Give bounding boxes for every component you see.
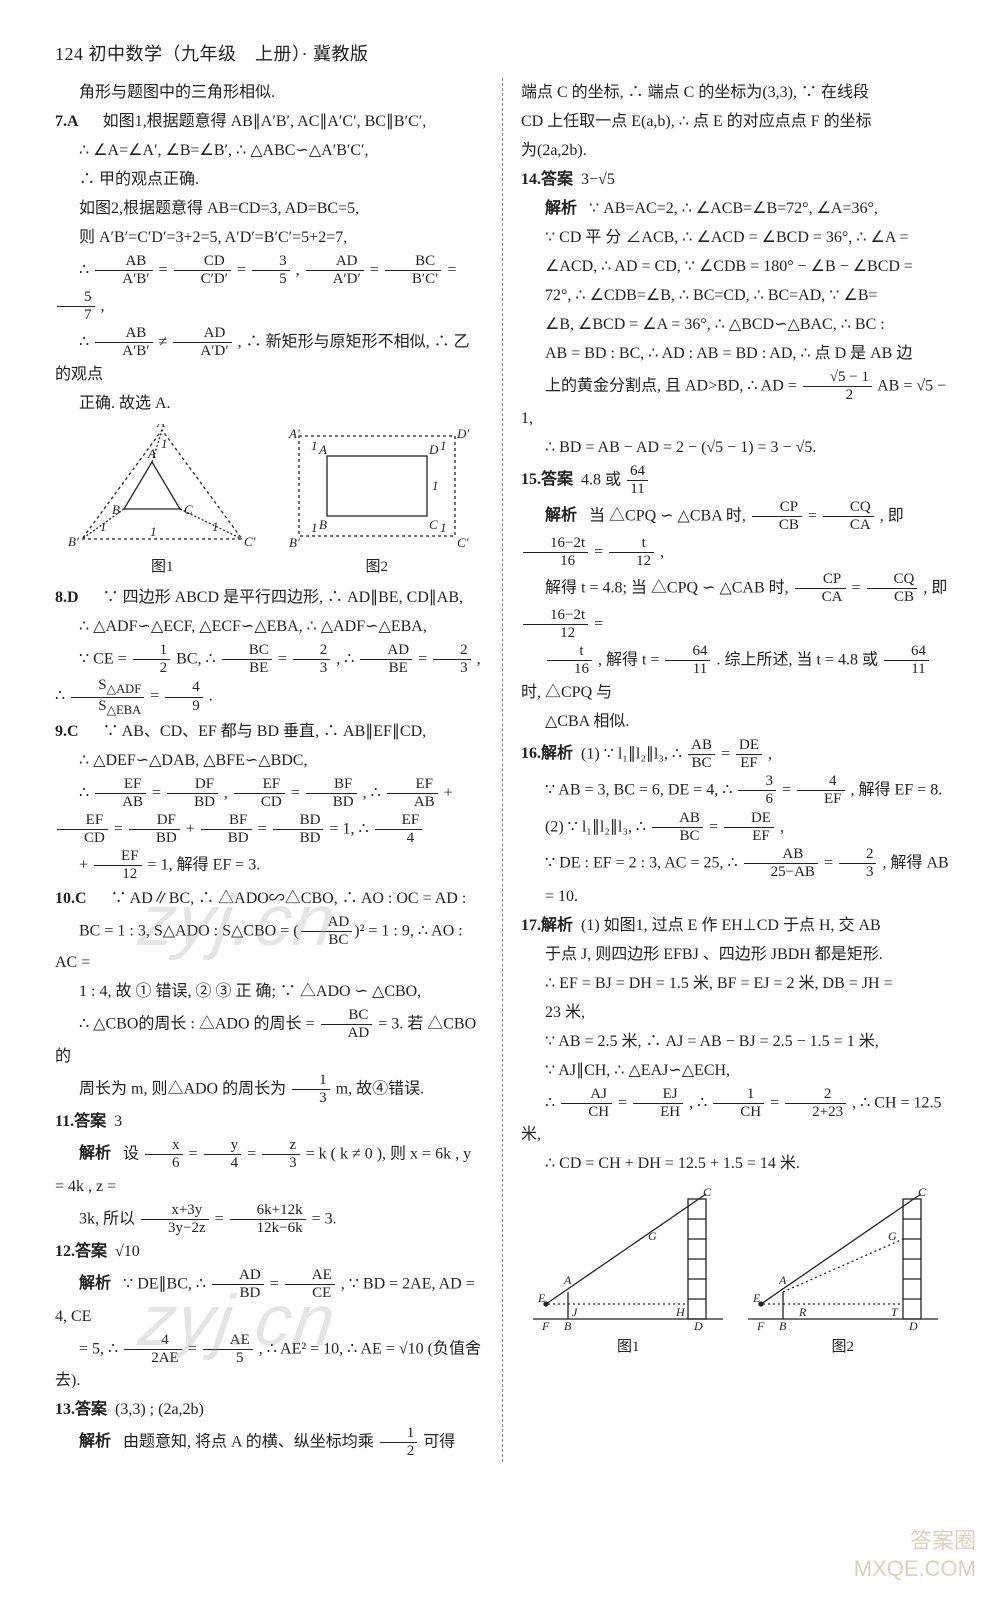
i7-l8: 正确. 故选 A.: [55, 390, 484, 418]
left-column: 角形与题图中的三角形相似. 7.A 如图1,根据题意得 AB∥A′B′, AC∥…: [55, 78, 502, 1462]
figure-1: A′ A B C B′ C′ 1 1 1 1 图1: [62, 424, 262, 580]
i15-l2: 解得 t = 4.8; 当 △CPQ ∽ △CAB 时, CPCA = CQCB…: [521, 571, 950, 642]
svg-text:D′: D′: [456, 426, 469, 441]
i9-l3: ∴ EFAB = DFBD , EFCD = BFBD , ∴ EFAB + E…: [55, 776, 484, 847]
svg-text:D: D: [908, 1319, 918, 1333]
svg-text:1: 1: [432, 478, 439, 493]
i14-l7: 上的黄金分割点, 且 AD>BD, ∴ AD = √5 − 12 AB = √5…: [521, 369, 950, 433]
figure-2: A′ D′ B′ C′ A D B C 1 1 1 1 1: [277, 424, 477, 580]
figure-row-2: C G A E J H F B D 图1: [521, 1184, 950, 1360]
figure-r1: C G A E J H F B D 图1: [528, 1184, 728, 1360]
svg-text:E: E: [537, 1291, 546, 1305]
item-11: 11.答案 3: [55, 1108, 484, 1136]
i15-l3: t16 , 解得 t = 6411 . 综上所述, 当 t = 4.8 或 64…: [521, 643, 950, 707]
item-10: 10.C ∵ AD∥BC, ∴ △ADO∽△CBO, ∴ AO : OC = A…: [55, 885, 484, 913]
svg-text:F: F: [756, 1319, 765, 1333]
svg-text:1: 1: [311, 438, 318, 453]
svg-text:C: C: [703, 1185, 712, 1199]
i7-l5: 则 A′B′=C′D′=3+2=5, A′D′=B′C′=5+2=7,: [55, 224, 484, 252]
columns: 角形与题图中的三角形相似. 7.A 如图1,根据题意得 AB∥A′B′, AC∥…: [55, 78, 950, 1462]
rectangle-icon: A′ D′ B′ C′ A D B C 1 1 1 1 1: [277, 424, 477, 554]
i13-e: 解析 由题意知, 将点 A 的横、纵坐标均乘 12 可得: [55, 1425, 484, 1461]
i7-l7: ∴ ABA′B′ ≠ ADA′D′ , ∴ 新矩形与原矩形不相似, ∴ 乙的观点: [55, 325, 484, 389]
item-17: 17.解析 (1) 如图1, 过点 E 作 EH⊥CD 于点 H, 交 AB: [521, 912, 950, 940]
i16-l2: ∵ AB = 3, BC = 6, DE = 4, ∴ 36 = 4EF , 解…: [521, 773, 950, 809]
svg-text:E: E: [752, 1291, 761, 1305]
svg-text:H: H: [675, 1305, 686, 1319]
i10-l4: ∴ △CBO的周长 : △ADO 的周长 = BCAD = 3. 若 △CBO …: [55, 1007, 484, 1071]
item-7: 7.A 如图1,根据题意得 AB∥A′B′, AC∥A′C′, BC∥B′C′,: [55, 108, 484, 136]
svg-text:A: A: [147, 446, 156, 461]
svg-text:D: D: [428, 442, 439, 457]
i12-e2: = 5, ∴ 42AE = AE5 , ∴ AE² = 10, ∴ AE = √…: [55, 1332, 484, 1396]
fig1-caption: 图1: [62, 554, 262, 580]
i17-l7: ∴ AJCH = EJEH , ∴ 1CH = 22+23 , ∴ CH = 1…: [521, 1086, 950, 1150]
svg-text:C: C: [429, 517, 438, 532]
i16-l3: (2) ∵ l₁∥l₂∥l₃, ∴ ABBC = DEEF ,: [521, 810, 950, 846]
page: 124 初中数学（九年级 上册）· 冀教版 角形与题图中的三角形相似. 7.A …: [0, 0, 1000, 1600]
i10-l5: 周长为 m, 则△ADO 的周长为 13 m, 故④错误.: [55, 1072, 484, 1108]
svg-text:1: 1: [100, 519, 107, 534]
triangle-icon: A′ A B C B′ C′ 1 1 1 1: [62, 424, 262, 554]
svg-text:D: D: [693, 1319, 703, 1333]
svg-text:C′: C′: [244, 534, 256, 549]
item-14: 14.答案 3−√5: [521, 166, 950, 194]
item-16: 16.解析 (1) ∵ l₁∥l₂∥l₃, ∴ ABBC = DEEF ,: [521, 737, 950, 773]
i9-l4: + EF12 = 1, 解得 EF = 3.: [55, 848, 484, 884]
i10-l2: BC = 1 : 3, S△ADO : S△CBO = (ADBC)² = 1 …: [55, 914, 484, 978]
item-9: 9.C ∵ AB、CD、EF 都与 BD 垂直, ∴ AB∥EF∥CD,: [55, 718, 484, 746]
svg-text:A: A: [778, 1273, 787, 1287]
item-13: 13.答案 (3,3) ; (2a,2b): [55, 1396, 484, 1424]
svg-text:B: B: [779, 1319, 787, 1333]
i7-l6: ∴ ABA′B′ = CDC′D′ = 35 , ADA′D′ = BCB′C′…: [55, 253, 484, 324]
item-12: 12.答案 √10: [55, 1238, 484, 1266]
fig2-caption: 图2: [277, 554, 477, 580]
svg-text:B: B: [319, 517, 327, 532]
corner-brand: 答案圈 MXQE.COM: [854, 1527, 976, 1582]
svg-text:B: B: [112, 502, 120, 517]
i11-e2: 3k, 所以 x+3y3y−2z = 6k+12k12k−6k = 3.: [55, 1202, 484, 1238]
svg-text:C: C: [184, 502, 193, 517]
i7-l3: ∴ 甲的观点正确.: [55, 166, 484, 194]
svg-text:G: G: [888, 1229, 897, 1243]
svg-text:G: G: [648, 1229, 657, 1243]
svg-text:C: C: [918, 1185, 927, 1199]
svg-text:R: R: [798, 1305, 807, 1319]
svg-text:A: A: [318, 442, 327, 457]
figure-row-1: A′ A B C B′ C′ 1 1 1 1 图1: [55, 424, 484, 580]
svg-text:1: 1: [150, 524, 157, 539]
item-15: 15.答案 4.8 或 6411: [521, 463, 950, 499]
pre-7: 角形与题图中的三角形相似.: [55, 79, 484, 107]
i7-l1: 如图1,根据题意得 AB∥A′B′, AC∥A′C′, BC∥B′C′,: [87, 113, 427, 130]
svg-text:1: 1: [440, 520, 447, 535]
item-7-label: 7.A: [55, 113, 79, 130]
svg-text:A′: A′: [156, 424, 168, 430]
svg-text:T: T: [891, 1305, 899, 1319]
item-8: 8.D ∵ 四边形 ABCD 是平行四边形, ∴ AD∥BE, CD∥AB,: [55, 584, 484, 612]
i11-e: 解析 设 x6 = y4 = z3 = k ( k ≠ 0 ), 则 x = 6…: [55, 1137, 484, 1201]
elevation-diagram-2-icon: C G A E R T F B D: [743, 1184, 943, 1334]
i8-l3: ∵ CE = 12 BC, ∴ BCBE = 23 , ∴ ADBE = 23 …: [55, 642, 484, 717]
elevation-diagram-1-icon: C G A E J H F B D: [528, 1184, 728, 1334]
svg-text:F: F: [541, 1319, 550, 1333]
svg-text:B: B: [564, 1319, 572, 1333]
i15-l1: 解析 当 △CPQ ∽ △CBA 时, CPCB = CQCA , 即 16−2…: [521, 499, 950, 570]
svg-text:C′: C′: [457, 535, 469, 550]
svg-text:1: 1: [161, 436, 168, 451]
svg-text:1: 1: [212, 519, 219, 534]
svg-text:A: A: [563, 1273, 572, 1287]
svg-text:1: 1: [311, 520, 318, 535]
i16-l4: ∵ DE : EF = 2 : 3, AC = 25, ∴ AB25−AB = …: [521, 846, 950, 882]
figure-r2: C G A E R T F B D 图2: [743, 1184, 943, 1360]
i7-l2: ∴ ∠A=∠A′, ∠B=∠B′, ∴ △ABC∽△A′B′C′,: [55, 137, 484, 165]
svg-text:B′: B′: [289, 535, 300, 550]
svg-text:B′: B′: [68, 534, 79, 549]
right-column: 端点 C 的坐标, ∴ 端点 C 的坐标为(3,3), ∵ 在线段 CD 上任取…: [503, 78, 950, 1462]
svg-text:1: 1: [440, 438, 447, 453]
i12-e: 解析 ∵ DE∥BC, ∴ ADBD = AECE , ∵ BD = 2AE, …: [55, 1267, 484, 1331]
svg-text:A′: A′: [288, 426, 300, 441]
page-header: 124 初中数学（九年级 上册）· 冀教版: [55, 40, 950, 66]
svg-text:J: J: [572, 1305, 578, 1319]
i7-l4: 如图2,根据题意得 AB=CD=3, AD=BC=5,: [55, 195, 484, 223]
